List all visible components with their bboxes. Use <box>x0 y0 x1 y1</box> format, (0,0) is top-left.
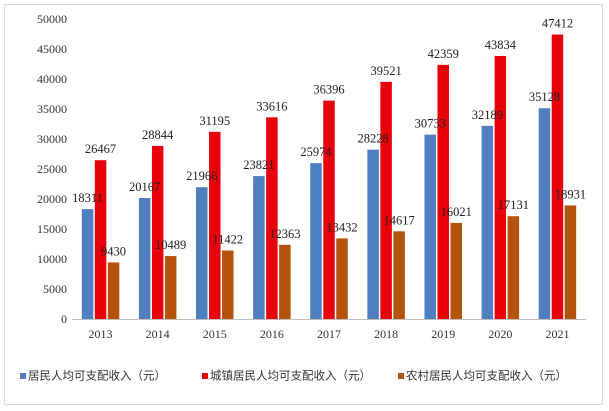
bar <box>138 197 151 319</box>
legend-label: 城镇居民人均可支配收入（元） <box>210 369 371 383</box>
y-tick-label: 45000 <box>37 42 67 56</box>
y-tick-label: 20000 <box>37 192 67 206</box>
bar <box>279 244 291 319</box>
data-label: 12363 <box>269 227 300 241</box>
legend-swatch <box>20 373 26 379</box>
data-label: 43834 <box>485 38 517 52</box>
bar <box>380 81 392 320</box>
bar <box>323 100 335 320</box>
bar <box>507 216 520 319</box>
bar <box>481 125 494 319</box>
data-label: 14617 <box>383 213 414 227</box>
data-label: 28228 <box>357 132 388 146</box>
data-label: 23821 <box>243 158 274 172</box>
x-tick-label: 2019 <box>431 327 455 341</box>
legend-swatch <box>202 373 208 379</box>
legend-label: 农村居民人均可支配收入（元） <box>406 369 567 383</box>
data-label: 42359 <box>428 47 459 61</box>
bar <box>196 187 208 319</box>
data-label: 17131 <box>498 198 529 212</box>
x-tick-label: 2016 <box>260 327 284 341</box>
y-tick-label: 35000 <box>37 102 67 116</box>
bar <box>450 222 462 319</box>
data-label: 28844 <box>142 128 174 142</box>
y-tick-label: 10000 <box>37 252 67 266</box>
legend-swatch <box>398 373 404 379</box>
bar <box>437 64 449 319</box>
bar <box>107 262 120 319</box>
x-tick-label: 2014 <box>146 327 170 341</box>
data-label: 16021 <box>441 205 472 219</box>
data-label: 36396 <box>313 83 344 97</box>
bar <box>310 163 322 319</box>
y-tick-label: 50000 <box>37 12 67 26</box>
x-tick-label: 2017 <box>317 327 341 341</box>
y-tick-label: 40000 <box>37 72 67 86</box>
data-label: 18311 <box>72 191 103 205</box>
bar <box>393 231 405 319</box>
bar <box>266 117 278 319</box>
y-tick-label: 25000 <box>37 162 67 176</box>
data-label: 47412 <box>542 17 573 31</box>
data-label: 39521 <box>370 64 401 78</box>
bar <box>164 256 177 319</box>
data-label: 31195 <box>199 114 230 128</box>
data-label: 13432 <box>326 220 357 234</box>
y-tick-label: 5000 <box>43 282 67 296</box>
data-label: 11422 <box>212 232 243 246</box>
bar <box>336 238 348 319</box>
legend-label: 居民人均可支配收入（元） <box>28 369 166 383</box>
bar <box>494 55 507 319</box>
data-label: 9430 <box>101 244 126 258</box>
bar <box>151 145 164 319</box>
data-label: 26467 <box>85 142 116 156</box>
data-label: 30733 <box>415 117 446 131</box>
data-label: 21966 <box>186 169 217 183</box>
data-label: 35128 <box>529 90 560 104</box>
y-tick-label: 30000 <box>37 132 67 146</box>
bar <box>81 209 94 319</box>
x-tick-label: 2020 <box>488 327 512 341</box>
x-tick-label: 2021 <box>545 327 569 341</box>
bar <box>564 205 577 319</box>
bar <box>551 34 564 319</box>
data-label: 32189 <box>472 108 503 122</box>
bar <box>367 149 379 319</box>
bar <box>424 134 436 319</box>
y-tick-label: 0 <box>61 312 67 326</box>
data-label: 18931 <box>555 187 586 201</box>
bar <box>222 250 234 319</box>
bar <box>209 131 221 319</box>
x-tick-label: 2013 <box>89 327 113 341</box>
bar <box>253 176 265 319</box>
data-label: 20167 <box>129 180 160 194</box>
y-tick-label: 15000 <box>37 222 67 236</box>
x-tick-label: 2018 <box>374 327 398 341</box>
bar <box>94 160 107 319</box>
data-label: 33616 <box>256 99 287 113</box>
data-label: 10489 <box>155 238 186 252</box>
bar <box>538 108 551 320</box>
data-label: 25974 <box>300 145 332 159</box>
x-tick-label: 2015 <box>203 327 227 341</box>
